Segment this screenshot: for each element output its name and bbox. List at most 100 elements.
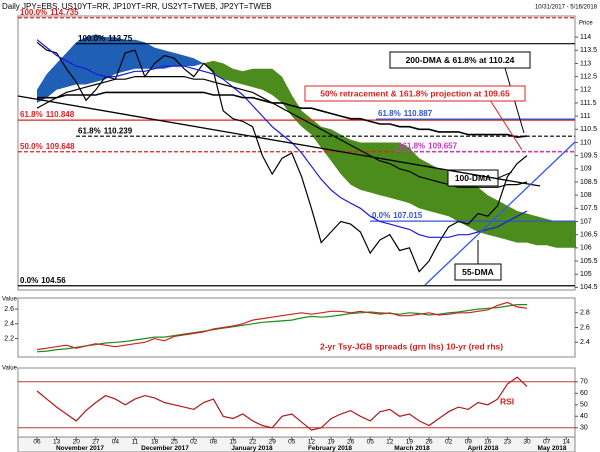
annotation: 200-DMA & 61.8% at 110.24: [406, 55, 515, 65]
x-tick-label: 11: [132, 439, 139, 446]
annotation: RSI: [500, 396, 514, 406]
series-line: [36, 41, 528, 273]
y-tick-label: 109: [580, 166, 592, 173]
y-tick-label: 111: [580, 113, 591, 120]
plot-area: 104.5 105 105.5 106 106.5 107 107.5 108 108.5 109…: [4, 8, 598, 452]
x-tick-label: 13: [53, 439, 61, 446]
y-tick-label: 106.5: [580, 232, 598, 239]
y-tick-label: 105: [580, 271, 592, 278]
month-label: December 2017: [141, 445, 189, 452]
y-tick-label: 40: [580, 413, 588, 420]
y-tick-label: 50: [580, 402, 588, 409]
cloud: [37, 34, 204, 103]
panel-frame: [17, 15, 576, 291]
y-tick-label: 107.5: [580, 205, 598, 212]
month-label: April 2018: [467, 445, 498, 452]
annotation-box: [389, 51, 531, 69]
level-value: 104.56: [41, 276, 66, 285]
x-tick-label: 19: [406, 439, 414, 446]
x-tick-label: 26: [425, 439, 433, 446]
x-tick-label: 15: [229, 439, 237, 446]
y-tick-label: 60: [580, 390, 588, 397]
x-axis-band: [17, 436, 576, 452]
x-tick-label: 05: [288, 439, 296, 446]
y2-tick-label: 2.6: [580, 324, 590, 331]
annotation: 2-yr Tsy-JGB spreads (grn lhs) 10-yr (re…: [320, 341, 503, 351]
y-tick-label: 113: [580, 60, 591, 67]
y-axis-label: Value: [2, 297, 18, 303]
trend-line: [17, 95, 541, 187]
x-tick-label: 30: [523, 439, 531, 446]
x-tick-label: 12: [386, 439, 394, 446]
series-line: [36, 76, 528, 188]
y-tick-label: 30: [580, 425, 588, 432]
x-tick-label: 02: [445, 439, 453, 446]
date-range: 10/31/2017 - 5/16/2018: [535, 5, 598, 11]
month-label: January 2018: [231, 445, 273, 452]
x-tick-label: 19: [327, 439, 335, 446]
x-tick-label: 14: [563, 439, 571, 446]
x-tick-label: 02: [190, 439, 198, 446]
x-tick-label: 04: [112, 439, 120, 446]
y2-tick-label: 2.4: [580, 339, 590, 346]
x-tick-label: 29: [269, 439, 277, 446]
level-value: 110.239: [104, 126, 133, 135]
y2-tick-label: 2.8: [580, 310, 590, 317]
month-label: February 2018: [308, 445, 352, 452]
x-tick-label: 18: [151, 439, 159, 446]
level-label: 161.8%: [398, 142, 425, 151]
annotation: 55-DMA: [462, 267, 494, 277]
x-tick-label: 09: [465, 439, 473, 446]
y-tick-label: 110: [580, 139, 591, 146]
x-tick-label: 20: [73, 439, 81, 446]
level-value: 109.648: [46, 142, 75, 151]
y-tick-label: 112: [580, 87, 591, 94]
y-tick-label: 110.5: [580, 126, 597, 133]
y-tick-label: 108.5: [580, 179, 598, 186]
level-label: 50.0%: [20, 142, 43, 151]
month-label: March 2018: [394, 445, 430, 452]
level-value: 110.848: [46, 110, 75, 119]
annotation-arrow: [489, 99, 523, 151]
y-tick-label: 2.4: [4, 321, 14, 328]
level-value: 114.735: [50, 8, 79, 17]
level-label: 61.8%: [378, 109, 401, 118]
level-label: 0.0%: [372, 211, 390, 220]
level-value: 109.657: [428, 142, 457, 151]
x-tick-label: 23: [504, 439, 512, 446]
level-label: 0.0%: [20, 276, 38, 285]
y-tick-label: 70: [580, 379, 588, 386]
level-label: 100.0%: [78, 34, 105, 43]
annotation-box: [447, 169, 499, 187]
x-tick-label: 07: [543, 439, 551, 446]
y-axis-label: Value: [2, 366, 18, 372]
x-tick-label: 22: [249, 439, 257, 446]
y-tick-label: 108: [580, 192, 592, 199]
annotation: 50% retracement & 161.8% projection at 1…: [320, 88, 510, 98]
y-tick-label: 104.5: [580, 284, 598, 291]
x-tick-label: 06: [33, 439, 41, 446]
level-label: 100.0%: [20, 8, 47, 17]
y-axis-label: Price: [579, 21, 593, 27]
x-tick-label: 08: [210, 439, 218, 446]
series-line: [36, 301, 528, 351]
trend-line: [424, 141, 576, 286]
level-label: 61.8%: [78, 126, 101, 135]
y-tick-label: 109.5: [580, 152, 598, 159]
month-label: November 2017: [56, 445, 104, 452]
y-tick-label: 105.5: [580, 258, 598, 265]
level-value: 113.75: [108, 34, 133, 43]
y-tick-label: 113.5: [580, 47, 597, 54]
annotation: 100-DMA: [455, 173, 491, 183]
y-tick-label: 112.5: [580, 73, 597, 80]
level-label: 61.8%: [20, 110, 43, 119]
x-tick-label: 12: [308, 439, 316, 446]
series-line: [36, 39, 528, 238]
y-tick-label: 114: [580, 34, 591, 41]
x-tick-label: 16: [484, 439, 492, 446]
x-tick-label: 26: [347, 439, 355, 446]
series-line: [36, 304, 527, 353]
level-value: 110.887: [404, 109, 433, 118]
y-tick-label: 2.2: [4, 335, 14, 342]
